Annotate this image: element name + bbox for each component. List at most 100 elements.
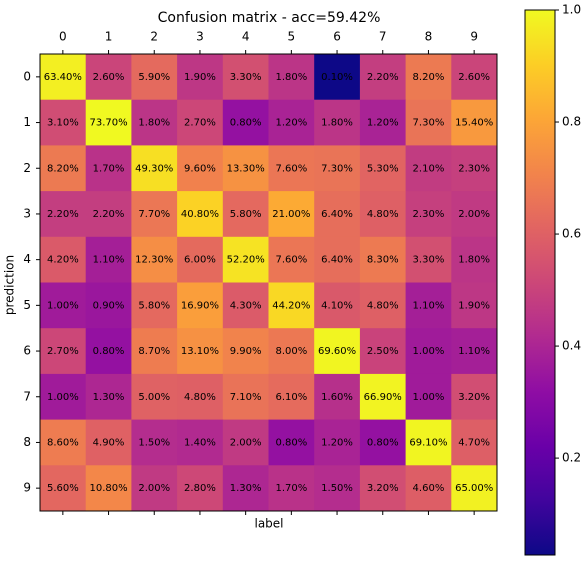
heatmap-cell	[314, 191, 361, 238]
y-tick-label: 8	[23, 435, 31, 449]
cell-value-label: 2.70%	[47, 346, 79, 357]
cell-value-label: 16.90%	[181, 300, 219, 311]
cell-value-label: 6.40%	[321, 255, 353, 266]
heatmap-cell	[451, 373, 498, 421]
heatmap-cell	[85, 373, 132, 421]
y-tick-label: 0	[23, 69, 31, 83]
heatmap-cell	[451, 419, 498, 466]
cell-value-label: 0.10%	[321, 72, 353, 83]
heatmap-cell	[222, 282, 269, 329]
cell-value-label: 2.50%	[367, 346, 399, 357]
x-tick-label: 2	[150, 30, 158, 44]
heatmap-cell	[40, 145, 87, 192]
cell-value-label: 2.00%	[138, 483, 170, 494]
heatmap-cell	[314, 99, 361, 146]
heatmap-cell	[405, 145, 452, 192]
chart-title: Confusion matrix - acc=59.42%	[158, 10, 381, 26]
cell-value-label: 73.70%	[89, 118, 127, 129]
cell-value-label: 65.00%	[455, 483, 493, 494]
cell-value-label: 0.90%	[93, 300, 125, 311]
heatmap-cell	[85, 236, 132, 283]
heatmap-cell	[451, 282, 498, 329]
cell-value-label: 4.80%	[367, 300, 399, 311]
cell-value-label: 8.60%	[47, 437, 79, 448]
heatmap-cell	[451, 145, 498, 192]
heatmap-cell	[451, 191, 498, 238]
heatmap-cell	[359, 145, 407, 192]
heatmap-cell	[40, 328, 87, 375]
x-tick-label: 8	[425, 30, 433, 44]
heatmap-cell	[131, 328, 178, 375]
cell-value-label: 1.70%	[275, 483, 307, 494]
cell-value-label: 13.10%	[181, 346, 219, 357]
heatmap-cell	[268, 54, 315, 101]
cell-value-label: 7.60%	[275, 163, 307, 174]
cell-value-label: 8.30%	[367, 255, 399, 266]
heatmap-cell	[451, 54, 498, 101]
cell-value-label: 4.70%	[458, 437, 490, 448]
colorbar-tick-label: 0.6	[562, 227, 581, 241]
cell-value-label: 4.30%	[230, 300, 262, 311]
heatmap-cell	[131, 236, 178, 283]
heatmap-cell	[405, 373, 452, 421]
heatmap-cell	[268, 236, 315, 283]
heatmap-cell	[222, 145, 269, 192]
heatmap-cell	[85, 282, 132, 329]
cell-value-label: 1.50%	[138, 437, 170, 448]
cell-value-label: 12.30%	[135, 255, 173, 266]
heatmap-cell	[314, 465, 361, 512]
cell-value-label: 44.20%	[272, 300, 310, 311]
cell-value-label: 2.10%	[413, 163, 445, 174]
heatmap-cell	[314, 419, 361, 466]
cell-value-label: 1.30%	[230, 483, 262, 494]
y-tick-label: 5	[23, 298, 31, 312]
heatmap-cell	[131, 191, 178, 238]
heatmap-cell	[359, 191, 407, 238]
cell-value-label: 2.80%	[184, 483, 216, 494]
cell-value-label: 5.80%	[138, 300, 170, 311]
cell-value-label: 2.00%	[230, 437, 262, 448]
cell-value-label: 2.20%	[93, 209, 125, 220]
cell-value-label: 7.30%	[321, 163, 353, 174]
heatmap-cell	[222, 465, 269, 512]
heatmap-cell	[177, 145, 224, 192]
cell-value-label: 1.90%	[458, 300, 490, 311]
heatmap-cell	[268, 145, 315, 192]
heatmap-cell	[85, 465, 132, 512]
cell-value-label: 1.80%	[275, 72, 307, 83]
cell-value-label: 1.20%	[367, 118, 399, 129]
heatmap-cell	[177, 99, 224, 146]
heatmap-cell	[268, 99, 315, 146]
cell-value-label: 2.60%	[93, 72, 125, 83]
cell-value-label: 69.60%	[318, 346, 356, 357]
heatmap-cell	[405, 465, 452, 512]
y-tick-label: 9	[23, 481, 31, 495]
colorbar-tick-label: 0.4	[562, 339, 581, 353]
cell-value-label: 8.00%	[275, 346, 307, 357]
heatmap-cell	[131, 282, 178, 329]
colorbar-tick-label: 0.8	[562, 115, 581, 129]
cell-value-label: 2.00%	[458, 209, 490, 220]
heatmap-cell	[359, 328, 407, 375]
cell-value-label: 4.80%	[367, 209, 399, 220]
heatmap-cell	[131, 145, 178, 192]
heatmap-cell	[222, 54, 269, 101]
cell-value-label: 1.80%	[458, 255, 490, 266]
cell-value-label: 1.60%	[321, 392, 353, 403]
heatmap-cell	[268, 419, 315, 466]
heatmap-cell	[85, 328, 132, 375]
cell-value-label: 7.60%	[275, 255, 307, 266]
y-axis-label: prediction	[3, 255, 17, 315]
cell-value-label: 9.90%	[230, 346, 262, 357]
heatmap-cell	[131, 373, 178, 421]
heatmap-cell	[268, 191, 315, 238]
heatmap-cell	[222, 419, 269, 466]
heatmap-cell	[359, 99, 407, 146]
heatmap-cell	[177, 191, 224, 238]
heatmap-cell	[177, 419, 224, 466]
x-tick-label: 7	[379, 30, 387, 44]
cell-value-label: 1.80%	[138, 118, 170, 129]
cell-value-label: 1.40%	[184, 437, 216, 448]
cell-value-label: 1.00%	[47, 300, 79, 311]
